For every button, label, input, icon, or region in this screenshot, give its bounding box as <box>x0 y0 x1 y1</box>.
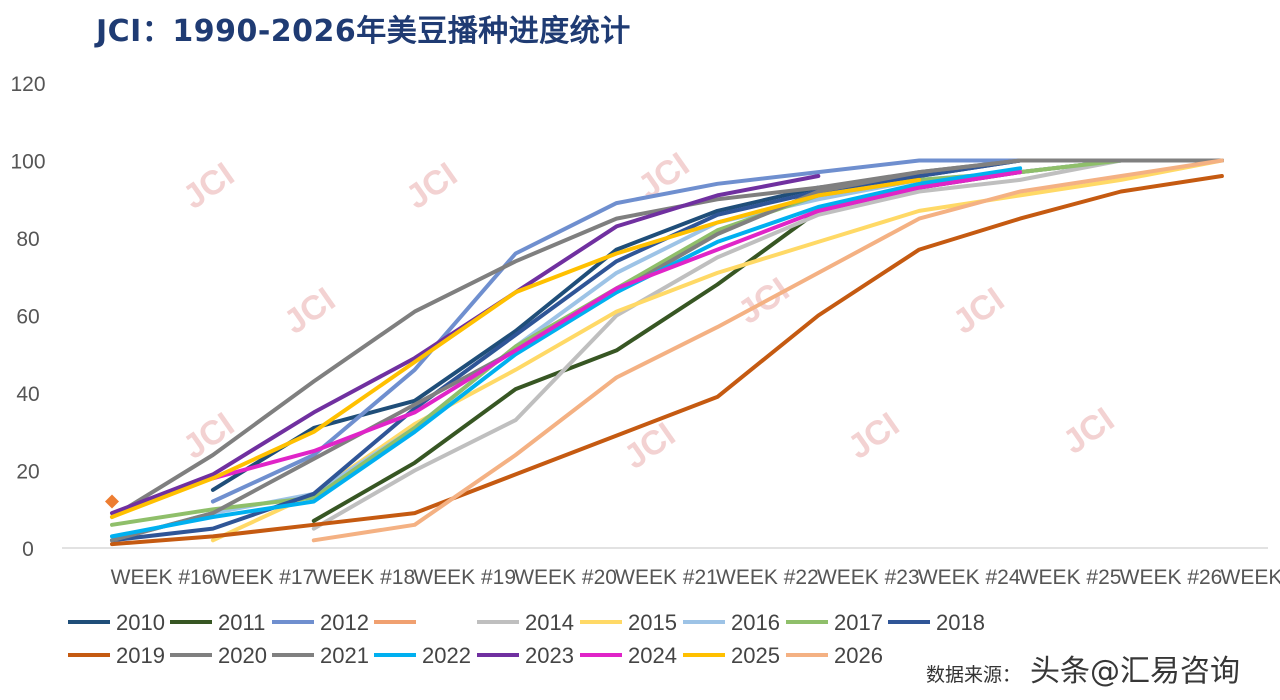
legend-item: 2019 <box>68 643 165 668</box>
legend-item: 2023 <box>477 643 574 668</box>
x-tick-label: WEEK #25 <box>1019 566 1122 589</box>
y-tick-label: 60 <box>16 306 39 329</box>
legend-item: 2026 <box>786 643 883 668</box>
legend-item: 2011 <box>170 610 265 635</box>
legend-item: 2010 <box>68 610 165 635</box>
y-axis-ticks: 0 20 40 60 80 100 120 <box>10 73 45 561</box>
legend-label: 2024 <box>628 643 677 668</box>
legend-item: 2016 <box>683 610 780 635</box>
legend-item: 2015 <box>580 610 677 635</box>
legend-item: 2014 <box>477 610 574 635</box>
brand-watermark: 头条@汇易咨询 <box>1030 654 1240 689</box>
x-tick-label: WEEK #21 <box>615 566 718 589</box>
y-tick-label: 100 <box>10 151 45 174</box>
watermark-text: JCI <box>946 280 1011 341</box>
y-tick-label: 0 <box>22 538 34 561</box>
series-line-2026 <box>311 158 1224 543</box>
legend-label: 2015 <box>628 610 677 635</box>
legend-item: 2025 <box>683 643 780 668</box>
legend-item: 2017 <box>786 610 883 635</box>
legend-label: 2021 <box>320 643 369 668</box>
legend-item: 2012 <box>272 610 369 635</box>
y-tick-label: 20 <box>16 461 39 484</box>
series-line-2015 <box>210 158 1224 543</box>
x-tick-label: WEEK #26 <box>1120 566 1223 589</box>
watermark: JCI <box>176 155 241 216</box>
legend-label: 2014 <box>525 610 574 635</box>
series-line-2024 <box>210 170 1023 481</box>
legend: 2010 2011 2012 2014 2015 2016 2017 2018 2019 2020… <box>68 610 985 668</box>
series-line-2025 <box>110 177 922 519</box>
watermark: JCI <box>841 405 906 466</box>
x-tick-label: WEEK #18 <box>312 566 415 589</box>
legend-item: 2024 <box>580 643 677 668</box>
watermark-text: JCI <box>399 155 464 216</box>
x-tick-label: WEEK #27 <box>1221 566 1280 589</box>
y-tick-label: 120 <box>10 73 45 96</box>
watermark-text: JCI <box>277 280 342 341</box>
watermark: JCI <box>1056 400 1121 461</box>
series-line-2020 <box>110 158 1224 519</box>
legend-label: 2023 <box>525 643 574 668</box>
legend-item: 2020 <box>170 643 267 668</box>
x-tick-label: WEEK #19 <box>413 566 516 589</box>
x-tick-label: WEEK #23 <box>817 566 920 589</box>
legend-label: 2020 <box>218 643 267 668</box>
watermark-text: JCI <box>176 155 241 216</box>
legend-label: 2011 <box>218 610 265 635</box>
series-line-2021 <box>110 158 1224 543</box>
legend-label: 2017 <box>834 610 883 635</box>
legend-item: 2018 <box>888 610 985 635</box>
y-tick-label: 80 <box>16 228 39 251</box>
watermark-text: JCI <box>1056 400 1121 461</box>
x-tick-label: WEEK #16 <box>111 566 214 589</box>
y-tick-label: 40 <box>16 383 39 406</box>
chart-title: JCI：1990-2026年美豆播种进度统计 <box>96 14 631 49</box>
data-point-marker <box>105 494 119 509</box>
watermark-text: JCI <box>841 405 906 466</box>
x-tick-label: WEEK #17 <box>212 566 315 589</box>
x-tick-label: WEEK #20 <box>514 566 617 589</box>
series-line-2019 <box>110 174 1224 547</box>
legend-item: 2021 <box>272 643 369 668</box>
legend-item: 2022 <box>374 643 471 668</box>
legend-label: 2016 <box>731 610 780 635</box>
legend-label: 2022 <box>422 643 471 668</box>
series-line-2022 <box>110 166 1023 539</box>
legend-label: 2019 <box>116 643 165 668</box>
legend-label: 2010 <box>116 610 165 635</box>
extra-points-layer <box>105 494 119 509</box>
x-tick-label: WEEK #22 <box>716 566 819 589</box>
x-tick-label: WEEK #24 <box>918 566 1021 589</box>
legend-label: 2026 <box>834 643 883 668</box>
watermark: JCI <box>946 280 1011 341</box>
legend-label: 2025 <box>731 643 780 668</box>
series-layer <box>110 158 1224 547</box>
source-note: 数据来源： <box>926 664 1022 686</box>
series-line-2014 <box>311 158 1224 531</box>
watermark: JCI <box>399 155 464 216</box>
legend-label: 2018 <box>936 610 985 635</box>
legend-label: 2012 <box>320 610 369 635</box>
watermark: JCI <box>277 280 342 341</box>
